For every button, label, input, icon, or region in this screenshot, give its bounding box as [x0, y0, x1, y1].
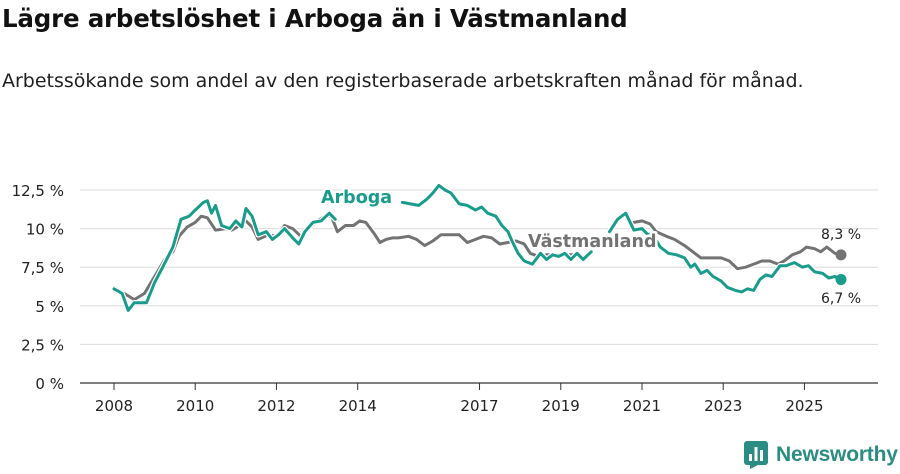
x-tick-label: 2014 [339, 397, 377, 415]
vastmanland-end-point [835, 249, 847, 261]
arboga-series-label: Arboga [321, 188, 392, 208]
x-tick-label: 2021 [623, 397, 661, 415]
y-tick-label: 2,5 % [21, 336, 64, 354]
arboga-line-halo [606, 210, 844, 295]
x-tick-label: 2010 [176, 397, 214, 415]
arboga-line [112, 199, 337, 312]
x-tick-label: 2019 [542, 397, 580, 415]
x-tick-label: 2025 [785, 397, 823, 415]
brand-logo[interactable]: Newsworthy [744, 440, 898, 470]
arboga-series-label-halo: Arboga [321, 188, 392, 208]
x-tick-label: 2023 [704, 397, 742, 415]
vastmanland-end-label: 8,3 % [821, 227, 861, 243]
x-tick-label: 2008 [95, 397, 133, 415]
y-tick-label: 0 % [35, 375, 64, 393]
arboga-line-halo [111, 198, 339, 314]
arboga-line [400, 183, 593, 266]
brand-name: Newsworthy [776, 443, 898, 466]
x-tick-label: 2017 [460, 397, 498, 415]
y-tick-label: 7,5 % [21, 259, 64, 277]
arboga-end-point [835, 274, 847, 286]
vastmanland-series-label: Västmanland [528, 232, 656, 252]
vastmanland-line [632, 219, 843, 271]
vastmanland-series-label-halo: Västmanland [528, 232, 656, 252]
x-tick-label: 2012 [257, 397, 295, 415]
bar-chart-icon [744, 441, 768, 469]
arboga-line [608, 211, 843, 294]
vastmanland-line [112, 214, 579, 302]
arboga-end-label: 6,7 % [821, 291, 861, 307]
chart-subtitle: Arbetssökande som andel av den registerb… [2, 70, 804, 92]
vastmanland-line-halo [631, 218, 844, 272]
y-tick-label: 10 % [26, 221, 64, 239]
y-tick-label: 5 % [35, 298, 64, 316]
y-tick-label: 12,5 % [12, 182, 64, 200]
chart-title: Lägre arbetslöshet i Arboga än i Västman… [2, 4, 628, 33]
